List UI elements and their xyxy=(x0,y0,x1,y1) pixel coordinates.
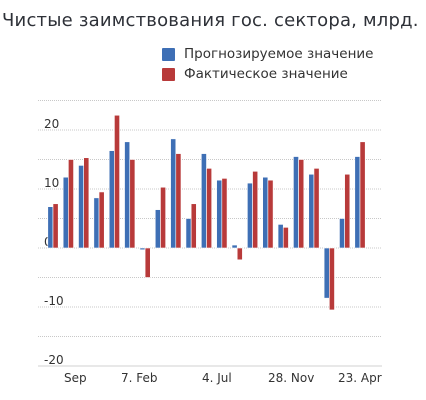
bar-actual xyxy=(282,227,289,249)
bar-forecast xyxy=(262,176,269,249)
bar-forecast xyxy=(339,218,345,249)
bar-actual xyxy=(252,171,259,249)
bar-actual xyxy=(359,141,366,249)
bar-forecast xyxy=(354,156,361,249)
bar-actual xyxy=(114,114,120,249)
legend-label-forecast: Прогнозируемое значение xyxy=(184,46,374,62)
legend-item-actual[interactable]: Фактическое значение xyxy=(162,64,373,84)
bar-forecast xyxy=(78,165,84,249)
bar-actual xyxy=(175,153,182,249)
y-tick-label: 10 xyxy=(44,176,59,190)
bar-actual xyxy=(144,247,151,278)
legend: Прогнозируемое значение Фактическое знач… xyxy=(162,44,373,84)
bar-forecast xyxy=(216,179,223,249)
bar-actual xyxy=(52,203,59,249)
bar-actual xyxy=(267,179,274,249)
bar-forecast xyxy=(247,182,253,249)
y-tick-label: -10 xyxy=(44,294,64,308)
bar-forecast xyxy=(170,138,177,249)
y-tick-label: 20 xyxy=(44,117,59,131)
bar-forecast xyxy=(323,247,330,299)
bar-actual xyxy=(206,168,212,249)
bar-forecast xyxy=(47,206,54,249)
bar-actual xyxy=(298,159,305,249)
bar-actual xyxy=(190,203,197,249)
bar-actual xyxy=(83,157,90,249)
bar-forecast xyxy=(62,176,69,249)
bar-forecast xyxy=(108,150,115,249)
bar-actual xyxy=(236,247,243,261)
bar-forecast xyxy=(154,209,161,249)
x-tick-label: 4. Jul xyxy=(202,371,232,385)
bar-actual xyxy=(98,191,105,249)
x-tick-label: 23. Apr xyxy=(338,371,382,385)
bar-forecast xyxy=(124,141,131,249)
bar-forecast xyxy=(139,247,146,251)
bar-actual xyxy=(344,173,351,249)
x-tick-label: 7. Feb xyxy=(121,371,158,385)
bar-actual xyxy=(328,247,335,311)
bar-forecast xyxy=(93,197,100,249)
bar-actual xyxy=(160,186,166,249)
bar-forecast xyxy=(231,244,238,249)
bar-actual xyxy=(68,159,74,249)
bar-actual xyxy=(221,178,228,249)
legend-item-forecast[interactable]: Прогнозируемое значение xyxy=(162,44,373,64)
bar-forecast xyxy=(293,156,299,249)
legend-label-actual: Фактическое значение xyxy=(184,66,348,82)
legend-swatch-actual xyxy=(162,67,175,81)
x-tick-label: Sep xyxy=(64,371,87,385)
bar-forecast xyxy=(277,224,284,249)
bar-forecast xyxy=(201,153,207,249)
bar-forecast xyxy=(308,173,315,249)
bar-actual xyxy=(313,168,320,249)
bar-forecast xyxy=(185,218,192,249)
chart-title: Чистые заимствования гос. сектора, млрд. xyxy=(2,10,419,31)
legend-swatch-forecast xyxy=(162,47,175,61)
bar-actual xyxy=(129,159,136,249)
y-tick-label: -20 xyxy=(44,353,64,367)
x-tick-label: 28. Nov xyxy=(268,371,314,385)
